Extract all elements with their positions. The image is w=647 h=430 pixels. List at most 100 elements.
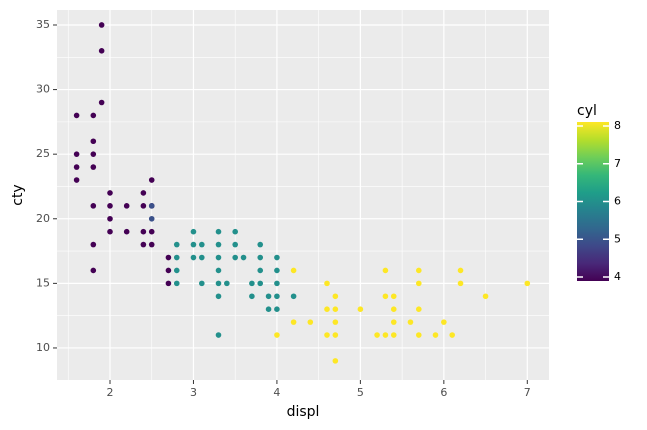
point bbox=[165, 254, 172, 261]
point bbox=[457, 267, 464, 274]
point bbox=[332, 358, 339, 364]
point bbox=[265, 293, 272, 300]
point bbox=[224, 280, 230, 287]
point bbox=[449, 332, 455, 338]
point bbox=[173, 254, 180, 261]
x-axis-title: displ bbox=[287, 404, 320, 420]
x-tick-label: 2 bbox=[106, 386, 113, 399]
point bbox=[332, 332, 339, 338]
point bbox=[416, 280, 422, 287]
point bbox=[524, 280, 531, 287]
point bbox=[173, 280, 180, 287]
point bbox=[257, 254, 264, 261]
point bbox=[148, 203, 155, 209]
point bbox=[190, 254, 197, 261]
point bbox=[332, 306, 339, 313]
point bbox=[290, 319, 297, 325]
point bbox=[290, 293, 297, 300]
colorbar-tick-label: 6 bbox=[614, 195, 621, 208]
point bbox=[357, 306, 364, 313]
y-tick-label: 35 bbox=[36, 18, 50, 31]
colorbar-tick-label: 8 bbox=[614, 119, 621, 132]
point bbox=[249, 280, 255, 287]
y-axis-title: cty bbox=[10, 184, 26, 205]
point bbox=[274, 267, 280, 274]
point bbox=[249, 293, 255, 300]
point bbox=[90, 138, 97, 145]
point bbox=[416, 267, 422, 274]
point bbox=[73, 164, 80, 170]
point bbox=[265, 306, 272, 313]
point bbox=[257, 280, 264, 287]
x-tick-label: 3 bbox=[190, 386, 197, 399]
point bbox=[90, 164, 97, 170]
point bbox=[148, 241, 155, 248]
point bbox=[140, 190, 147, 196]
legend-title: cyl bbox=[577, 103, 597, 119]
point bbox=[274, 332, 280, 338]
point bbox=[90, 203, 97, 209]
point bbox=[232, 228, 238, 235]
point bbox=[290, 267, 297, 274]
point bbox=[215, 267, 222, 274]
point bbox=[98, 99, 105, 106]
point bbox=[382, 332, 389, 338]
point bbox=[324, 306, 330, 313]
point bbox=[107, 203, 113, 209]
point bbox=[390, 293, 397, 300]
point bbox=[73, 151, 80, 157]
point bbox=[140, 241, 147, 248]
point bbox=[173, 267, 180, 274]
point bbox=[90, 151, 97, 157]
point bbox=[232, 241, 238, 248]
point bbox=[332, 293, 339, 300]
point bbox=[390, 332, 397, 338]
point bbox=[148, 215, 155, 222]
point bbox=[215, 280, 222, 287]
y-tick-label: 20 bbox=[36, 212, 50, 225]
point bbox=[390, 306, 397, 313]
point bbox=[274, 306, 280, 313]
point bbox=[140, 228, 147, 235]
point bbox=[73, 177, 80, 183]
point bbox=[98, 48, 105, 54]
point bbox=[199, 254, 205, 261]
point bbox=[432, 332, 439, 338]
colorbar-tick-label: 7 bbox=[614, 157, 621, 170]
point bbox=[98, 22, 105, 28]
point bbox=[215, 293, 222, 300]
point bbox=[215, 254, 222, 261]
point bbox=[324, 280, 330, 287]
y-tick-label: 15 bbox=[36, 276, 50, 289]
point bbox=[390, 319, 397, 325]
point bbox=[199, 280, 205, 287]
point bbox=[140, 203, 147, 209]
x-tick-label: 5 bbox=[357, 386, 364, 399]
point bbox=[257, 241, 264, 248]
y-tick-label: 10 bbox=[36, 341, 50, 354]
point bbox=[90, 112, 97, 119]
point bbox=[257, 267, 264, 274]
point bbox=[107, 228, 113, 235]
point bbox=[482, 293, 489, 300]
plot-panel bbox=[57, 10, 549, 380]
point bbox=[232, 254, 238, 261]
point bbox=[441, 319, 447, 325]
x-tick-label: 7 bbox=[524, 386, 531, 399]
point bbox=[173, 241, 180, 248]
point bbox=[407, 319, 414, 325]
point bbox=[274, 293, 280, 300]
point bbox=[332, 319, 339, 325]
point bbox=[199, 241, 205, 248]
point bbox=[90, 267, 97, 274]
point bbox=[73, 112, 80, 119]
point bbox=[190, 228, 197, 235]
colorbar-tick-label: 4 bbox=[614, 270, 621, 283]
point bbox=[123, 228, 130, 235]
point bbox=[457, 280, 464, 287]
point bbox=[215, 228, 222, 235]
point bbox=[374, 332, 380, 338]
point bbox=[274, 280, 280, 287]
point bbox=[274, 254, 280, 261]
point bbox=[307, 319, 314, 325]
